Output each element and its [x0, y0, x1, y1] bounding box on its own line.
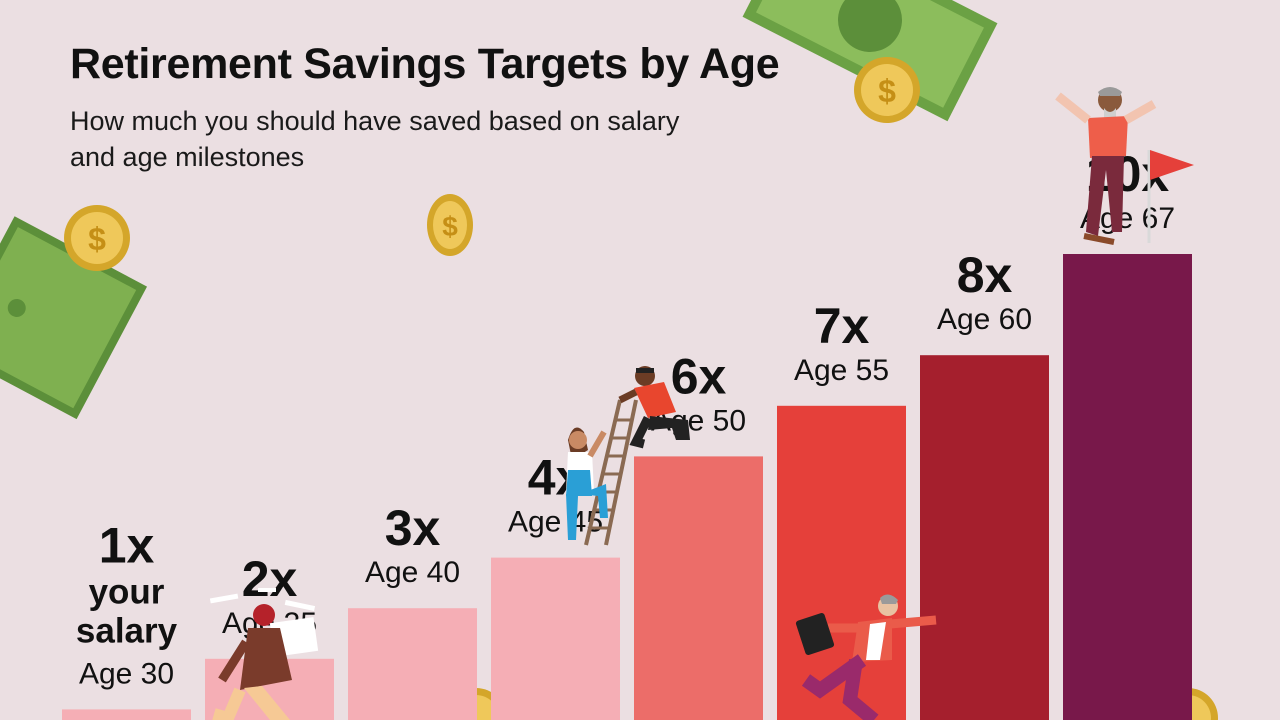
chart-subtitle: How much you should have saved based on … — [70, 106, 680, 172]
bar-2 — [205, 658, 334, 720]
bar-value-label: 2x — [242, 551, 298, 607]
bar-1 — [62, 709, 191, 720]
bar-3 — [348, 608, 477, 720]
chart-title: Retirement Savings Targets by Age — [70, 40, 780, 88]
bar-age-label: Age 35 — [222, 607, 317, 640]
bar-5 — [634, 456, 763, 720]
bar-age-label: Age 60 — [937, 303, 1032, 336]
bar-value-label: 3x — [385, 500, 441, 556]
bar-value-label: 7x — [814, 298, 870, 354]
bar-age-label: Age 55 — [794, 354, 889, 387]
bar-age-label: Age 30 — [79, 657, 174, 690]
bar-4 — [491, 557, 620, 720]
bar-note-label: salary — [76, 611, 178, 650]
bar-age-label: Age 45 — [508, 506, 603, 539]
bar-6 — [777, 405, 906, 720]
bar-value-label: 4x — [528, 450, 584, 506]
bar-value-label: 8x — [957, 247, 1013, 303]
bar-age-label: Age 40 — [365, 556, 460, 589]
bar-8 — [1063, 254, 1192, 720]
bar-value-label: 10x — [1086, 146, 1170, 202]
bar-age-label: Age 67 — [1080, 202, 1175, 235]
bar-age-label: Age 50 — [651, 404, 746, 437]
bar-value-label: 6x — [671, 348, 727, 404]
bar-note-label: your — [89, 572, 165, 611]
bar-value-label: 1x — [99, 517, 155, 573]
bar-7 — [920, 355, 1049, 720]
